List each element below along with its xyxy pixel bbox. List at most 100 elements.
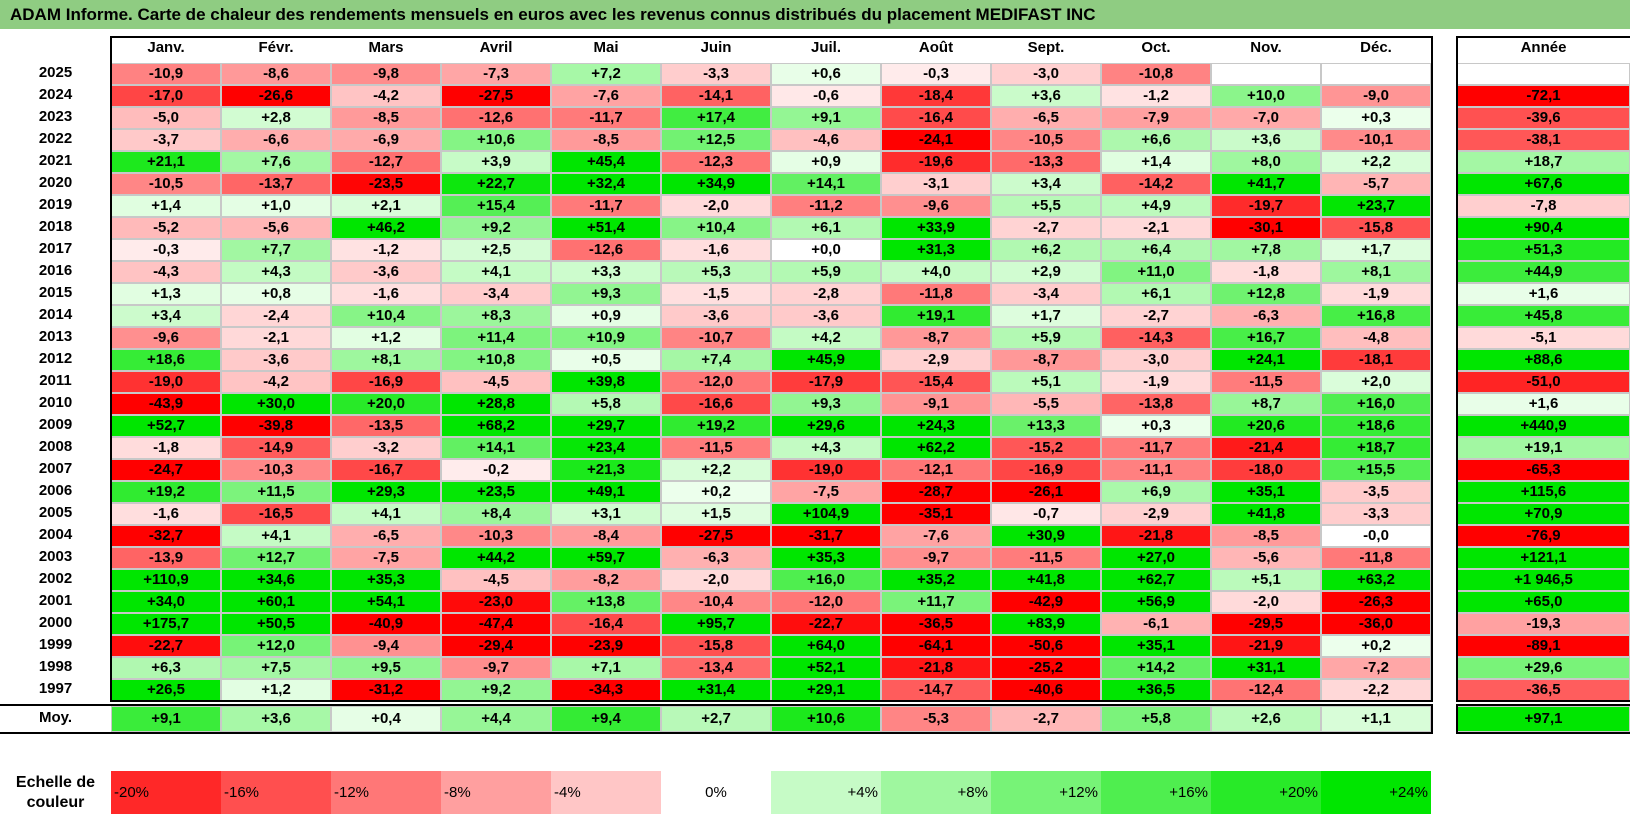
color-scale-label: Echelle de couleur	[15, 774, 96, 811]
annual-cell: +44,9	[1457, 261, 1630, 283]
heatmap-cell: -11,8	[881, 283, 991, 305]
heatmap-cell: -1,9	[1321, 283, 1431, 305]
heatmap-cell: -16,7	[331, 459, 441, 481]
heatmap-cell: -26,6	[221, 85, 331, 107]
month-header: Mai	[593, 39, 619, 56]
heatmap-cell: +0,2	[1321, 635, 1431, 657]
year-label: 1997	[38, 680, 73, 697]
heatmap-cell: -8,7	[881, 327, 991, 349]
heatmap-cell: -4,2	[221, 371, 331, 393]
heatmap-cell: -9,6	[111, 327, 221, 349]
heatmap-cell: -3,0	[1101, 349, 1211, 371]
heatmap-cell: +10,8	[441, 349, 551, 371]
heatmap-cell: -40,9	[331, 613, 441, 635]
heatmap-cell: -13,5	[331, 415, 441, 437]
heatmap-cell: +2,1	[331, 195, 441, 217]
heatmap-cell: +22,7	[441, 173, 551, 195]
heatmap-cell: +0,5	[551, 349, 661, 371]
heatmap-cell: +35,2	[881, 569, 991, 591]
heatmap-cell: +6,9	[1101, 481, 1211, 503]
heatmap-cell: +7,7	[221, 239, 331, 261]
heatmap-cell: -3,2	[331, 437, 441, 459]
heatmap-cell: +12,7	[221, 547, 331, 569]
year-label: 2024	[38, 86, 73, 103]
heatmap-cell: -8,5	[551, 129, 661, 151]
heatmap-cell: -3,7	[111, 129, 221, 151]
heatmap-cell: -11,7	[551, 195, 661, 217]
heatmap-cell: -6,3	[661, 547, 771, 569]
average-cell: +10,6	[771, 706, 881, 732]
heatmap-cell: -0,3	[881, 63, 991, 85]
heatmap-cell: -26,1	[991, 481, 1101, 503]
heatmap-cell: +17,4	[661, 107, 771, 129]
heatmap-cell: -2,1	[221, 327, 331, 349]
annual-cell: +1,6	[1457, 283, 1630, 305]
heatmap-cell: -10,3	[441, 525, 551, 547]
heatmap-cell: -5,7	[1321, 173, 1431, 195]
heatmap-cell: -22,7	[771, 613, 881, 635]
heatmap-cell: +9,3	[771, 393, 881, 415]
annual-cell	[1457, 63, 1630, 85]
average-cell: +0,4	[331, 706, 441, 732]
annual-cell: +90,4	[1457, 217, 1630, 239]
heatmap-cell: +56,9	[1101, 591, 1211, 613]
year-label: 2013	[38, 328, 73, 345]
heatmap-cell: +4,1	[221, 525, 331, 547]
heatmap-cell: -39,8	[221, 415, 331, 437]
heatmap-cell: +3,3	[551, 261, 661, 283]
heatmap-cell: -8,5	[331, 107, 441, 129]
annual-cell: +18,7	[1457, 151, 1630, 173]
annual-cell: +440,9	[1457, 415, 1630, 437]
annual-cell: +51,3	[1457, 239, 1630, 261]
heatmap-cell: +29,7	[551, 415, 661, 437]
heatmap-cell: -10,8	[1101, 63, 1211, 85]
heatmap-cell: -2,1	[1101, 217, 1211, 239]
heatmap-cell: -0,3	[111, 239, 221, 261]
year-label: 2020	[38, 174, 73, 191]
heatmap-cell: -24,7	[111, 459, 221, 481]
year-label: 1998	[38, 658, 73, 675]
heatmap-cell: -7,6	[881, 525, 991, 547]
heatmap-cell: -6,5	[991, 107, 1101, 129]
heatmap-cell: -7,9	[1101, 107, 1211, 129]
heatmap-cell: -28,7	[881, 481, 991, 503]
heatmap-cell: +12,0	[221, 635, 331, 657]
heatmap-cell: +15,4	[441, 195, 551, 217]
heatmap-cell: +8,1	[1321, 261, 1431, 283]
heatmap-cell: +30,0	[221, 393, 331, 415]
heatmap-cell: -5,0	[111, 107, 221, 129]
heatmap-cell: -9,1	[881, 393, 991, 415]
heatmap-cell: +2,2	[661, 459, 771, 481]
heatmap-cell: +6,3	[111, 657, 221, 679]
heatmap-cell: +0,0	[771, 239, 881, 261]
heatmap-cell: +16,7	[1211, 327, 1321, 349]
heatmap-cell: -10,9	[111, 63, 221, 85]
heatmap-cell: -1,5	[661, 283, 771, 305]
heatmap-cell: -14,3	[1101, 327, 1211, 349]
heatmap-cell: -0,7	[991, 503, 1101, 525]
heatmap-cell: +1,0	[221, 195, 331, 217]
heatmap-cell: +3,6	[1211, 129, 1321, 151]
heatmap-cell: -8,6	[221, 63, 331, 85]
heatmap-cell: +18,6	[111, 349, 221, 371]
heatmap-cell: -47,4	[441, 613, 551, 635]
year-label: 2025	[38, 64, 73, 81]
heatmap-cell: +6,4	[1101, 239, 1211, 261]
heatmap-cell: -2,0	[1211, 591, 1321, 613]
heatmap-cell: -7,5	[331, 547, 441, 569]
month-header: Janv.	[147, 39, 185, 56]
heatmap-cell: -9,6	[881, 195, 991, 217]
average-cell: -5,3	[881, 706, 991, 732]
annual-header: Année	[1520, 39, 1567, 56]
heatmap-cell: -13,8	[1101, 393, 1211, 415]
heatmap-cell: -3,6	[661, 305, 771, 327]
heatmap-cell: +9,2	[441, 679, 551, 701]
heatmap-cell: -43,9	[111, 393, 221, 415]
heatmap-cell: +10,6	[441, 129, 551, 151]
color-scale-step: -12%	[331, 771, 441, 814]
heatmap-cell: +5,1	[1211, 569, 1321, 591]
heatmap-cell: +4,1	[331, 503, 441, 525]
heatmap-cell: -15,4	[881, 371, 991, 393]
heatmap-cell: +14,1	[441, 437, 551, 459]
heatmap-cell: -31,7	[771, 525, 881, 547]
